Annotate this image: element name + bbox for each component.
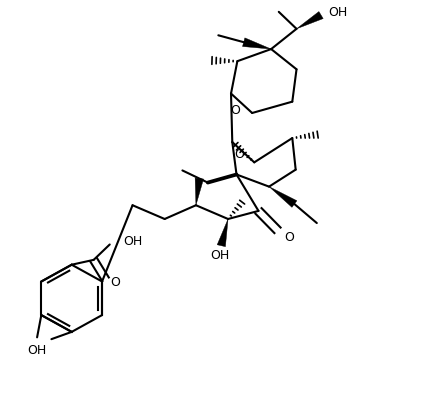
Polygon shape (195, 179, 204, 206)
Text: O: O (230, 104, 240, 117)
Polygon shape (217, 220, 228, 247)
Polygon shape (243, 39, 271, 50)
Text: OH: OH (210, 249, 229, 262)
Polygon shape (296, 13, 323, 30)
Text: OH: OH (328, 6, 348, 19)
Text: OH: OH (124, 234, 143, 247)
Polygon shape (269, 187, 297, 208)
Text: OH: OH (28, 343, 47, 356)
Text: O: O (234, 147, 244, 160)
Text: O: O (285, 230, 295, 243)
Text: O: O (111, 275, 120, 288)
